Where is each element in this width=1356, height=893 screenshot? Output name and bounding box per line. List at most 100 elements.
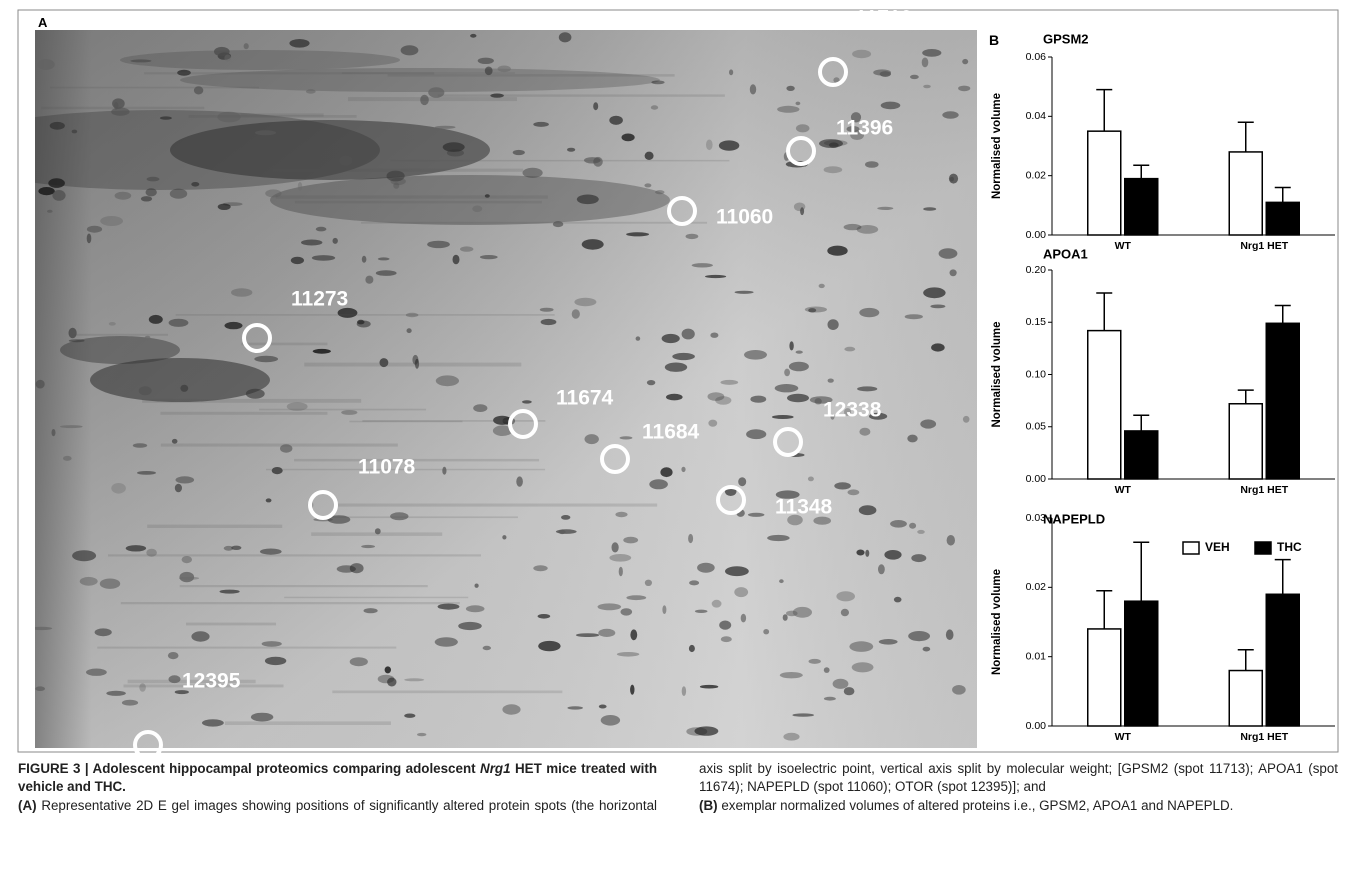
gel-spot — [907, 434, 918, 443]
chart-title: GPSM2 — [1043, 31, 1089, 46]
gel-spot — [427, 240, 450, 249]
gel-spot — [181, 556, 192, 564]
gel-spot — [808, 308, 817, 313]
gel-spot — [945, 629, 954, 640]
gel-spot — [169, 188, 188, 199]
gel-spot — [884, 550, 902, 560]
error-bar — [1274, 304, 1291, 324]
gel-spot — [763, 629, 770, 635]
caption-label: (A) — [18, 797, 37, 813]
gel-spot — [917, 529, 925, 534]
gel-spot — [442, 142, 465, 152]
gel-spot — [458, 621, 482, 631]
gel-streak — [147, 524, 283, 528]
gel-spot — [859, 307, 880, 318]
y-tick-label: 0.03 — [1026, 512, 1047, 524]
gel-spot — [681, 686, 687, 696]
gel-spot — [311, 255, 336, 261]
y-tick-label: 0.20 — [1026, 264, 1047, 276]
gel-spot — [271, 467, 283, 475]
gel-spot — [893, 596, 902, 603]
gel-spot — [734, 290, 754, 294]
gel-spot — [711, 599, 722, 608]
error-bar — [1274, 558, 1291, 595]
bar — [1265, 593, 1300, 727]
gel-spot — [774, 384, 799, 393]
gel-spot — [393, 182, 400, 189]
spot-label: 12395 — [182, 670, 241, 693]
gel-spot — [417, 732, 427, 737]
gel-streak — [73, 333, 168, 336]
gel-spot — [782, 614, 788, 621]
gel-streak — [361, 221, 708, 224]
chart-title: APOA1 — [1043, 246, 1088, 261]
gel-spot — [618, 566, 623, 577]
gel-spot — [808, 658, 821, 664]
gel-spot — [177, 69, 191, 76]
gel-streak — [144, 72, 435, 75]
gel-smear — [90, 358, 270, 402]
gel-spot — [442, 466, 447, 475]
gel-spot — [890, 520, 907, 528]
gel-streak — [188, 115, 357, 118]
gel-spot — [746, 429, 767, 440]
gel-spot — [484, 194, 490, 198]
spot-label: 11674 — [556, 387, 614, 410]
x-tick-label: WT — [1115, 484, 1132, 496]
gel-spot — [168, 318, 189, 327]
gel-spot — [823, 667, 830, 673]
gel-spot — [661, 333, 680, 344]
gel-spot — [786, 610, 798, 617]
caption-gene: Nrg1 — [480, 761, 511, 776]
gel-spot — [621, 133, 635, 142]
gel-spot — [880, 101, 901, 110]
gel-spot — [400, 45, 419, 56]
gel-spot — [644, 183, 652, 188]
gel-spot — [930, 304, 946, 309]
gel-spot — [814, 398, 822, 405]
gel-spot — [847, 489, 860, 496]
gel-spot — [264, 656, 287, 666]
gel-spot — [167, 652, 179, 660]
spot-marker — [600, 444, 630, 474]
spot-marker — [818, 57, 848, 87]
spot-label: 11078 — [358, 456, 416, 479]
gel-spot — [708, 419, 718, 427]
x-tick-label: WT — [1115, 240, 1132, 252]
gel-spot — [707, 392, 725, 401]
gel-spot — [460, 246, 474, 252]
gel-spot — [60, 425, 83, 429]
spot-marker — [716, 485, 746, 515]
gel-spot — [452, 254, 460, 265]
gel-spot — [948, 173, 959, 184]
gel-spot — [609, 554, 632, 562]
x-tick-label: Nrg1 HET — [1240, 484, 1288, 496]
bar — [1265, 322, 1300, 480]
bar — [1228, 669, 1263, 727]
gel-spot — [836, 591, 855, 602]
gel-spot — [386, 170, 405, 182]
gel-spot — [387, 677, 397, 687]
error-bar — [1096, 590, 1113, 629]
gel-spot — [159, 116, 172, 120]
gel-spot — [859, 427, 871, 436]
gel-spot — [593, 156, 603, 167]
gel-spot — [522, 167, 543, 178]
gel-spot — [630, 629, 638, 641]
gel-spot — [512, 149, 525, 156]
spot-label: 11396 — [836, 117, 893, 140]
y-tick-label: 0.02 — [1026, 581, 1047, 593]
gel-spot — [465, 605, 485, 613]
gel-spot — [777, 105, 800, 113]
gel-spot — [620, 608, 633, 616]
gel-spot — [775, 490, 800, 499]
gel-spot — [792, 606, 813, 618]
gel-spot — [729, 69, 734, 76]
gel-spot — [800, 207, 805, 216]
gel-spot — [958, 85, 971, 92]
gel-spot — [873, 69, 891, 76]
gel-streak — [259, 408, 427, 411]
gel-spot — [662, 605, 667, 614]
gel-streak — [390, 159, 730, 162]
y-axis-label: Normalised volume — [991, 93, 1003, 199]
